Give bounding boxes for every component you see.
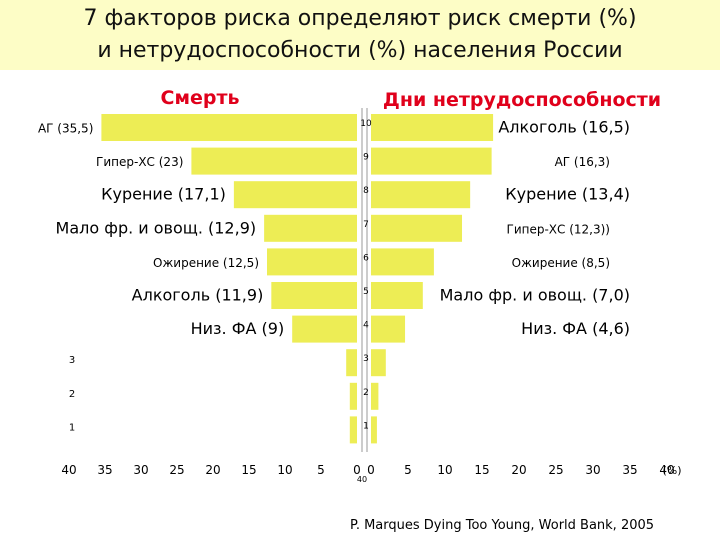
row-tick-label: 2 [363,388,369,398]
row-tick-label: 10 [360,119,372,129]
disability-bar [371,282,423,309]
death-bar-label: Ожирение (12,5) [153,256,259,270]
disability-series-title: Дни нетрудоспособности [383,89,661,111]
row-tick-label: 7 [363,220,369,230]
row-tick-label: 8 [363,186,369,196]
x-tick-label-small: 40 [357,475,367,484]
x-tick-label-left: 25 [169,463,184,477]
x-tick-label-right: 35 [622,463,637,477]
disability-bar-label: Ожирение (8,5) [512,256,610,270]
disability-bar-label: АГ (16,3) [555,155,610,169]
death-bar-label: Курение (17,1) [101,185,226,204]
death-bar-label: Низ. ФА (9) [191,319,285,338]
row-tick-label: 5 [363,287,369,297]
x-tick-label-left: 30 [133,463,148,477]
butterfly-bar-chart: Смерть Дни нетрудоспособности АГ (35,5) Гип… [38,87,682,484]
disability-bar-label: Алкоголь (16,5) [498,118,630,137]
x-tick-label-right: 15 [474,463,489,477]
death-bar [292,315,357,343]
left-row-tick-label: 1 [69,422,75,433]
disability-bar [371,349,386,377]
disability-bar [371,416,377,444]
x-tick-label-right: 0 [367,463,375,477]
page-title-line-1: 7 факторов риска определяют риск смерти … [83,6,637,31]
disability-bar [371,181,471,209]
x-tick-label-right: 10 [437,463,452,477]
x-tick-label-left: 10 [277,463,292,477]
row-tick-label: 1 [363,421,369,431]
x-tick-label-left: 40 [61,463,76,477]
disability-bar [371,248,434,276]
death-bar-label: АГ (35,5) [38,122,93,136]
death-bar-label: Гипер-ХС (23) [96,155,183,169]
death-bar [349,416,357,444]
disability-bar [371,382,379,410]
death-bar [267,248,357,276]
left-row-tick-label: 2 [69,389,75,400]
death-bar [349,382,357,410]
disability-bar-label: Курение (13,4) [505,185,630,204]
x-tick-label-right: 20 [511,463,526,477]
death-bar [346,349,357,377]
title-banner: 7 факторов риска определяют риск смерти … [0,0,720,70]
death-bar-label: Мало фр. и овощ. (12,9) [56,218,257,237]
x-tick-label-left: 35 [97,463,112,477]
disability-bar-label: Низ. ФА (4,6) [521,319,630,338]
x-tick-label-right: 25 [548,463,563,477]
disability-bar [371,114,494,141]
death-bar [191,147,357,175]
row-tick-label: 4 [363,321,369,331]
disability-bar-label: Гипер-ХС (12,3)) [507,222,610,236]
page-title-line-2: и нетрудоспособности (%) населения Росси… [97,38,623,63]
death-bar [271,282,357,309]
left-row-tick-label: 3 [69,355,75,366]
disability-bar [371,147,492,175]
x-tick-label-right: 40 [659,463,674,477]
x-tick-label-right: 5 [404,463,412,477]
death-bar-label: Алкоголь (11,9) [132,286,264,305]
x-tick-label-right: 30 [585,463,600,477]
x-tick-label-left: 15 [241,463,256,477]
row-tick-label: 6 [363,253,369,263]
death-bar [264,214,357,242]
row-tick-label: 3 [363,354,369,364]
death-series-title: Смерть [161,87,240,109]
row-tick-label: 9 [363,153,369,163]
death-bar [233,181,357,209]
x-tick-label-left: 0 [353,463,361,477]
disability-bar [371,315,406,343]
death-bar [101,114,358,141]
x-tick-label-left: 5 [317,463,325,477]
disability-bar-label: Мало фр. и овощ. (7,0) [440,286,630,305]
source-citation: P. Marques Dying Too Young, World Bank, … [350,518,655,533]
x-unit-label: (%) [662,464,681,477]
disability-bar [371,214,463,242]
x-tick-label-left: 20 [205,463,220,477]
